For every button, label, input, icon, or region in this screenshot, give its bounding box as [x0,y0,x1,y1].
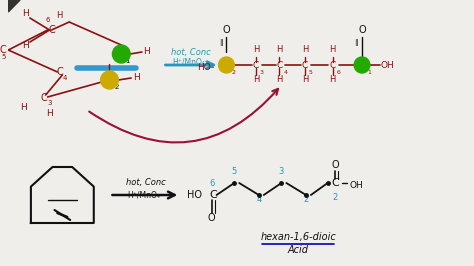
Text: H: H [276,45,283,55]
Text: Acid: Acid [288,245,309,255]
Text: OH: OH [381,60,394,69]
Text: OH: OH [349,181,363,189]
Circle shape [219,57,234,73]
Text: H: H [276,76,283,85]
Text: C: C [302,60,308,69]
Text: hot, Conc: hot, Conc [126,178,166,188]
Text: H: H [253,45,259,55]
FancyArrowPatch shape [89,89,278,143]
Text: 2: 2 [114,84,118,90]
Text: 2: 2 [333,193,338,202]
Text: 6: 6 [46,17,50,23]
Text: C: C [56,67,63,77]
Text: H⁺/MnO₄⁻: H⁺/MnO₄⁻ [128,190,164,200]
Text: 5: 5 [309,69,313,74]
Text: O: O [358,25,366,35]
Text: C: C [332,178,339,188]
Text: O: O [208,213,216,223]
Text: 4: 4 [63,75,67,81]
Text: H: H [133,73,139,82]
Polygon shape [9,0,20,12]
Text: H: H [253,76,259,85]
Text: 2: 2 [303,196,309,205]
Text: H⁺/MnO₄⁻: H⁺/MnO₄⁻ [173,57,210,66]
Text: HO-: HO- [197,63,215,72]
Text: hot, Conc: hot, Conc [171,48,211,56]
Text: O: O [332,160,339,170]
Text: H: H [23,41,29,51]
Text: O: O [223,25,230,35]
Text: 2: 2 [231,69,235,74]
Text: H: H [144,47,150,56]
Text: C: C [253,60,259,69]
Text: 1: 1 [367,69,371,74]
Text: H: H [23,10,29,19]
Text: 6: 6 [209,178,214,188]
Text: 4: 4 [283,69,287,74]
Text: 3: 3 [260,69,264,74]
Text: C: C [329,60,336,69]
Text: 5: 5 [2,54,6,60]
Text: ‖: ‖ [355,39,358,45]
Text: H: H [302,45,308,55]
Text: H: H [329,45,336,55]
Text: 6: 6 [337,69,340,74]
Text: H: H [19,103,27,113]
Circle shape [112,45,130,63]
Text: 3: 3 [279,168,284,177]
Text: C: C [276,60,283,69]
Text: hexan-1,6-dioic: hexan-1,6-dioic [260,232,336,242]
Text: H: H [56,11,63,20]
Text: C: C [223,60,229,69]
Text: C: C [40,93,47,103]
Text: 4: 4 [256,196,262,205]
Text: C: C [210,190,218,200]
Text: C: C [106,76,113,85]
Text: ‖: ‖ [219,39,222,45]
Text: C: C [48,25,55,35]
Text: H: H [329,76,336,85]
Text: HO: HO [187,190,202,200]
Text: 5: 5 [232,168,237,177]
Text: C: C [0,45,6,55]
Text: C: C [359,60,365,69]
Text: H: H [46,109,53,118]
Text: 3: 3 [47,100,52,106]
Text: H: H [302,76,308,85]
Text: 1: 1 [125,58,129,64]
Circle shape [354,57,370,73]
Text: C: C [118,49,124,59]
Circle shape [100,71,118,89]
